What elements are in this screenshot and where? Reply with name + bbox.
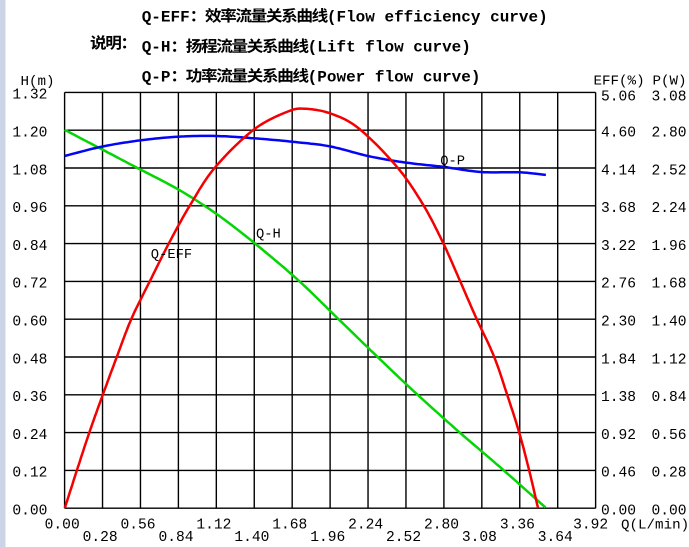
svg-text:0.00: 0.00 xyxy=(45,518,80,534)
svg-text:1.38: 1.38 xyxy=(601,390,636,406)
svg-text:3.08: 3.08 xyxy=(462,530,497,546)
svg-text:0.00: 0.00 xyxy=(601,504,636,520)
svg-text:0.84: 0.84 xyxy=(158,530,193,546)
svg-text:0.36: 0.36 xyxy=(12,390,47,406)
svg-text:1.12: 1.12 xyxy=(652,352,687,368)
svg-text:0.48: 0.48 xyxy=(12,352,47,368)
svg-text:1.84: 1.84 xyxy=(601,352,636,368)
svg-text:(Power flow curve): (Power flow curve) xyxy=(308,68,481,86)
svg-text:0.12: 0.12 xyxy=(12,466,47,482)
svg-text:Q-P: Q-P xyxy=(142,68,171,86)
svg-text:1.08: 1.08 xyxy=(12,163,47,179)
svg-text:2.30: 2.30 xyxy=(601,315,636,331)
svg-text:1.32: 1.32 xyxy=(12,88,47,104)
svg-text:P(W): P(W) xyxy=(653,73,687,89)
svg-text:1.68: 1.68 xyxy=(272,518,307,534)
svg-text:2.80: 2.80 xyxy=(652,126,687,142)
svg-text:0.56: 0.56 xyxy=(121,518,156,534)
svg-text:3.68: 3.68 xyxy=(601,201,636,217)
svg-text:EFF(%): EFF(%) xyxy=(594,73,645,89)
svg-text:0.96: 0.96 xyxy=(12,201,47,217)
svg-text:Q-EFF: Q-EFF xyxy=(142,8,190,26)
svg-text:0.28: 0.28 xyxy=(83,530,118,546)
svg-text:0.92: 0.92 xyxy=(601,428,636,444)
svg-text:4.60: 4.60 xyxy=(601,126,636,142)
svg-text:1.12: 1.12 xyxy=(196,518,231,534)
svg-text:(Flow efficiency curve): (Flow efficiency curve) xyxy=(327,8,548,26)
svg-text:0.56: 0.56 xyxy=(652,428,687,444)
svg-text:0.00: 0.00 xyxy=(12,504,47,520)
svg-text:5.06: 5.06 xyxy=(601,90,636,106)
svg-text:(Lift flow curve): (Lift flow curve) xyxy=(308,39,471,57)
svg-text:2.76: 2.76 xyxy=(601,277,636,293)
svg-text:H(m): H(m) xyxy=(21,74,55,90)
svg-text:1.20: 1.20 xyxy=(12,126,47,142)
svg-text:2.52: 2.52 xyxy=(652,163,687,179)
svg-text:3.08: 3.08 xyxy=(652,90,687,106)
svg-text:1.96: 1.96 xyxy=(652,239,687,255)
svg-text:1.68: 1.68 xyxy=(652,277,687,293)
svg-text:4.14: 4.14 xyxy=(601,163,636,179)
svg-text:2.24: 2.24 xyxy=(652,201,687,217)
svg-text:1.96: 1.96 xyxy=(310,530,345,546)
svg-text:3.36: 3.36 xyxy=(500,518,535,534)
svg-text:3.64: 3.64 xyxy=(538,530,573,546)
svg-text:0.24: 0.24 xyxy=(12,428,47,444)
svg-text:Q-H: Q-H xyxy=(256,227,281,242)
svg-text:0.46: 0.46 xyxy=(601,466,636,482)
svg-text:Q(L/min): Q(L/min) xyxy=(621,518,689,534)
svg-text:0.00: 0.00 xyxy=(652,504,687,520)
svg-text:Q-P: Q-P xyxy=(440,155,465,170)
svg-text:2.80: 2.80 xyxy=(424,518,459,534)
svg-text:1.40: 1.40 xyxy=(652,315,687,331)
svg-text:0.84: 0.84 xyxy=(12,239,47,255)
svg-text:Q-H: Q-H xyxy=(142,39,171,57)
svg-text:0.84: 0.84 xyxy=(652,390,687,406)
svg-text:2.52: 2.52 xyxy=(386,530,421,546)
svg-text:0.72: 0.72 xyxy=(12,277,47,293)
svg-text:2.24: 2.24 xyxy=(348,518,383,534)
svg-text:3.92: 3.92 xyxy=(573,518,608,534)
svg-text:0.60: 0.60 xyxy=(12,315,47,331)
svg-text:1.40: 1.40 xyxy=(234,530,269,546)
svg-text:Q-EFF: Q-EFF xyxy=(151,248,192,263)
svg-text:3.22: 3.22 xyxy=(601,239,636,255)
svg-text:0.28: 0.28 xyxy=(652,466,687,482)
